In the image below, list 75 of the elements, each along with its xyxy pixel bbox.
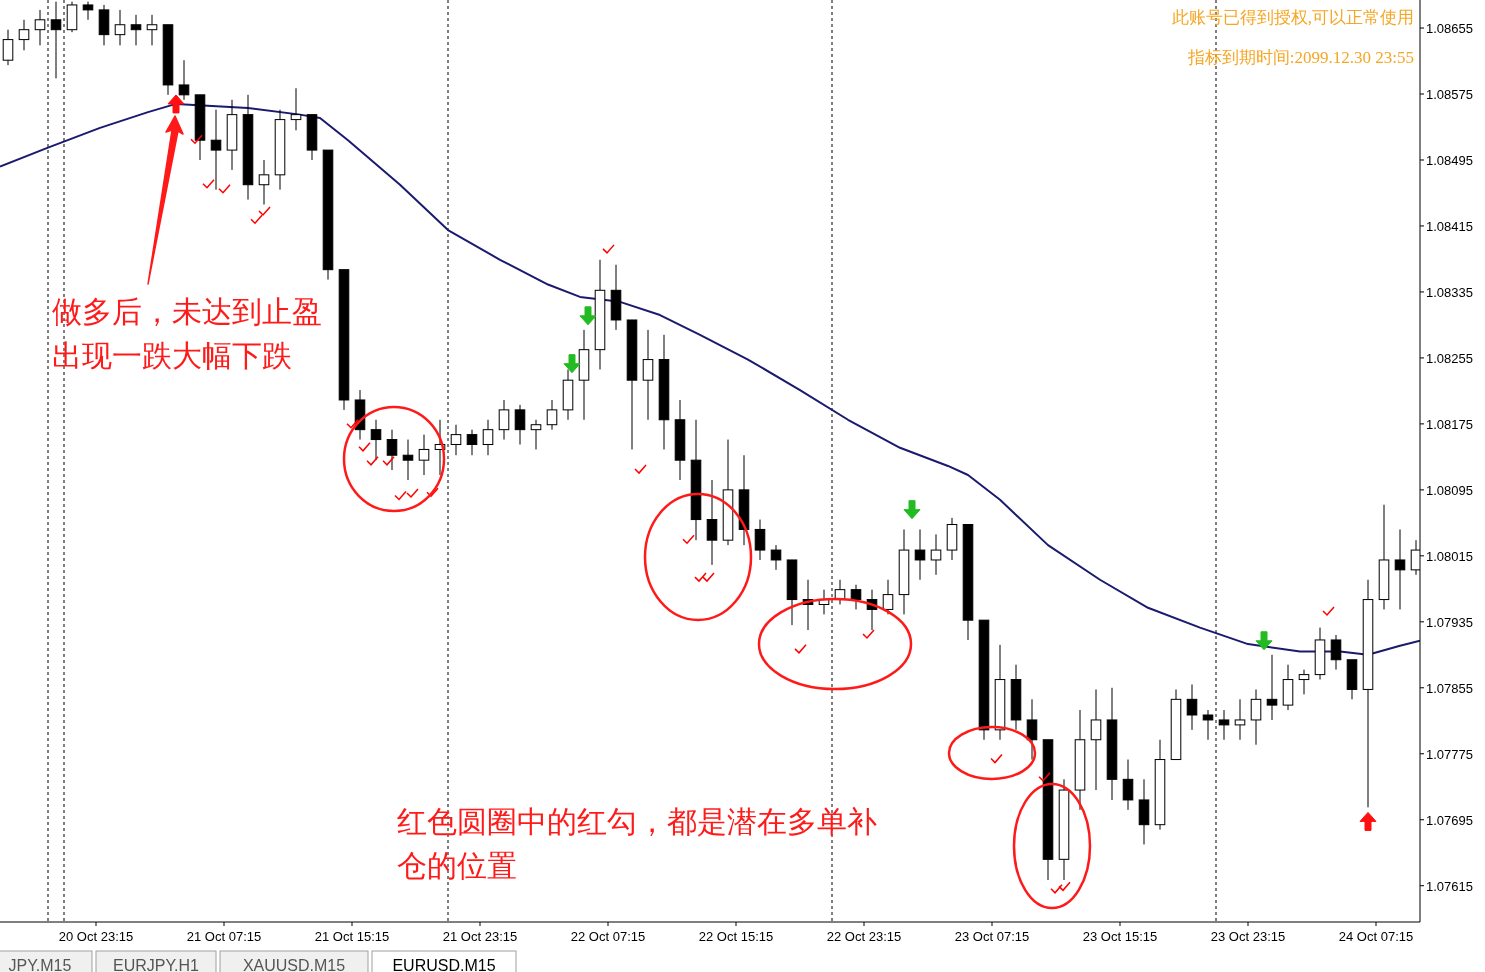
x-tick-label: 21 Oct 07:15 [186, 929, 262, 944]
candlestick [1394, 528, 1406, 610]
candlestick [914, 528, 926, 581]
candlestick [2, 29, 14, 66]
x-tick-label: 24 Oct 07:15 [1338, 929, 1414, 944]
candlestick [1186, 683, 1198, 731]
candlestick [482, 419, 494, 456]
candlestick [210, 109, 222, 191]
y-tick-label: 1.07695 [1426, 812, 1473, 828]
y-tick-label: 1.07855 [1426, 680, 1473, 696]
candlestick [370, 419, 382, 461]
candlestick [882, 579, 894, 615]
y-tick-label: 1.08415 [1426, 218, 1473, 234]
candlestick [418, 434, 430, 476]
y-tick-label: 1.07935 [1426, 614, 1473, 630]
candlestick [290, 87, 302, 131]
candlestick [1266, 654, 1278, 721]
candlestick [1330, 634, 1342, 671]
candlestick [82, 1, 94, 21]
candlestick [1090, 688, 1102, 791]
x-tick-label: 23 Oct 23:15 [1210, 929, 1286, 944]
y-tick-label: 1.08175 [1426, 416, 1473, 432]
candlestick [1234, 698, 1246, 741]
candlestick [1298, 669, 1310, 695]
candlestick [258, 159, 270, 206]
text: EURUSD.M15 [392, 957, 496, 972]
y-tick-label: 1.08575 [1426, 87, 1473, 103]
y-tick-label: 1.08335 [1426, 284, 1473, 300]
y-tick-label: 1.08015 [1426, 548, 1473, 564]
candlestick [1122, 759, 1134, 811]
text: XAUUSD.M15 [242, 957, 346, 972]
x-tick-label: 22 Oct 07:15 [570, 929, 646, 944]
x-tick-label: 22 Oct 15:15 [698, 929, 774, 944]
candlestick [770, 544, 782, 571]
candlestick [50, 1, 62, 79]
candlestick [850, 584, 862, 610]
text: EURJPY.H1 [113, 957, 200, 972]
candlestick [1202, 709, 1214, 741]
candlestick [402, 439, 414, 481]
candlestick [114, 9, 126, 46]
candlestick [514, 404, 526, 446]
candlestick [706, 479, 718, 566]
candlestick [530, 419, 542, 450]
candlestick [1026, 698, 1038, 761]
candlestick [546, 399, 558, 431]
x-tick-label: 21 Oct 15:15 [314, 929, 390, 944]
x-tick-label: 23 Oct 15:15 [1082, 929, 1158, 944]
y-tick-label: 1.07775 [1426, 746, 1473, 762]
candlestick [450, 424, 462, 456]
x-tick-label: 22 Oct 23:15 [826, 929, 902, 944]
candlestick [1250, 688, 1262, 746]
candlestick [18, 19, 30, 51]
candlestick [146, 14, 158, 46]
annotation: 做多后，未达到止盈出现一跌大幅下跌 [52, 295, 322, 372]
x-tick-label: 20 Oct 23:15 [58, 929, 134, 944]
annotation: 指标到期时间:2099.12.30 23:55 [1186, 48, 1414, 67]
candlestick [754, 519, 766, 561]
x-tick-label: 23 Oct 07:15 [954, 929, 1030, 944]
annotation: 此账号已得到授权,可以正常使用 [1171, 8, 1414, 27]
candlestick [498, 399, 510, 441]
y-tick-label: 1.08655 [1426, 21, 1473, 37]
candlestick [130, 14, 142, 46]
candlestick [930, 533, 942, 576]
candlestick [466, 429, 478, 456]
candlestick [642, 329, 654, 421]
candlestick [34, 9, 46, 46]
candlestick [1218, 709, 1230, 741]
candlestick [178, 59, 190, 101]
y-tick-label: 1.08255 [1426, 350, 1473, 366]
text: JPY.M15 [8, 957, 72, 972]
y-tick-label: 1.08495 [1426, 152, 1473, 168]
annotation: 红色圆圈中的红勾，都是潜在多单补仓的位置 [397, 805, 877, 882]
y-tick-label: 1.07615 [1426, 878, 1473, 894]
y-tick-label: 1.08095 [1426, 482, 1473, 498]
x-tick-label: 21 Oct 23:15 [442, 929, 518, 944]
